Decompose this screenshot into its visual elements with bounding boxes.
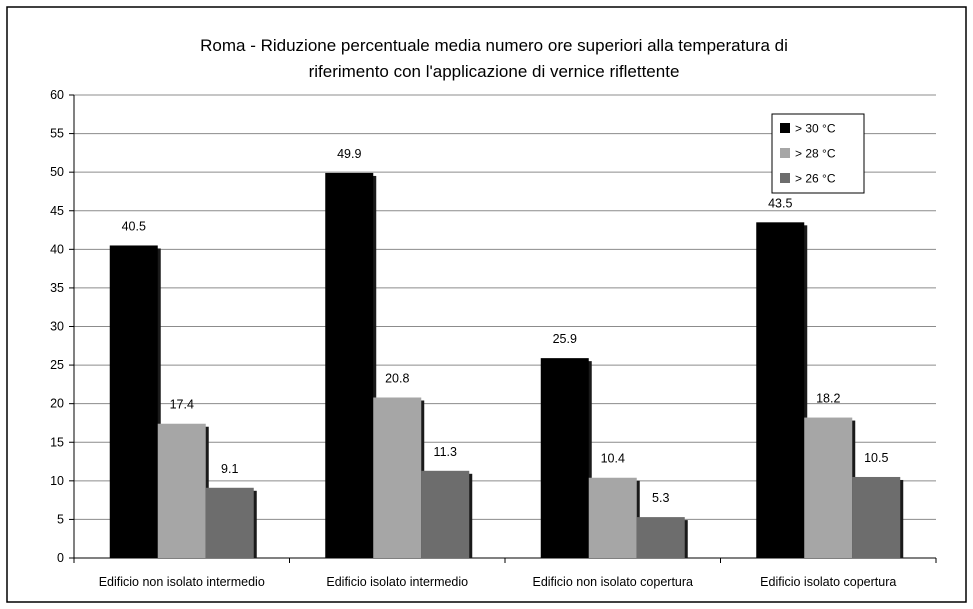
legend-swatch bbox=[780, 123, 790, 133]
y-tick-label: 20 bbox=[50, 397, 64, 411]
bars bbox=[109, 172, 904, 558]
y-tick-label: 25 bbox=[50, 358, 64, 372]
data-labels: 40.5 17.4 9.1 49.9 20.8 11.3 25.9 10.4 5.3 43.5 18… bbox=[122, 147, 889, 505]
chart-title-line-2: riferimento con l'applicazione di vernic… bbox=[309, 62, 680, 81]
data-label: 10.5 bbox=[864, 451, 888, 465]
bar bbox=[421, 470, 470, 558]
data-label: 10.4 bbox=[601, 452, 625, 466]
category-label: Edificio isolato intermedio bbox=[326, 575, 468, 589]
data-label: 49.9 bbox=[337, 147, 361, 161]
y-tick-label: 0 bbox=[57, 551, 64, 565]
y-tick-label: 55 bbox=[50, 127, 64, 141]
bar bbox=[373, 397, 422, 558]
y-tick-label: 10 bbox=[50, 474, 64, 488]
bar bbox=[804, 417, 853, 558]
category-label: Edificio non isolato intermedio bbox=[99, 575, 265, 589]
category-labels: Edificio non isolato intermedio Edificio … bbox=[99, 575, 897, 589]
bar bbox=[325, 172, 374, 558]
data-label: 25.9 bbox=[553, 332, 577, 346]
y-tick-label: 60 bbox=[50, 88, 64, 102]
legend-label: > 30 °C bbox=[795, 122, 836, 136]
y-tick-label: 40 bbox=[50, 242, 64, 256]
legend: > 30 °C > 28 °C > 26 °C bbox=[771, 113, 865, 194]
legend-label: > 26 °C bbox=[795, 172, 836, 186]
bar bbox=[852, 476, 901, 558]
data-label: 40.5 bbox=[122, 219, 146, 233]
bar bbox=[205, 487, 254, 558]
category-label: Edificio isolato copertura bbox=[760, 575, 896, 589]
legend-swatch bbox=[780, 148, 790, 158]
bar bbox=[756, 222, 805, 558]
y-tick-label: 5 bbox=[57, 512, 64, 526]
bar bbox=[540, 358, 589, 558]
legend-swatch bbox=[780, 173, 790, 183]
data-label: 18.2 bbox=[816, 392, 840, 406]
chart-title-line-1: Roma - Riduzione percentuale media numer… bbox=[200, 36, 788, 55]
legend-label: > 28 °C bbox=[795, 147, 836, 161]
bar bbox=[588, 477, 637, 558]
bar bbox=[636, 517, 685, 558]
y-tick-label: 45 bbox=[50, 204, 64, 218]
y-tick-label: 50 bbox=[50, 165, 64, 179]
data-label: 43.5 bbox=[768, 196, 792, 210]
data-label: 20.8 bbox=[385, 371, 409, 385]
y-tick-label: 35 bbox=[50, 281, 64, 295]
category-label: Edificio non isolato copertura bbox=[532, 575, 693, 589]
bar bbox=[109, 245, 158, 558]
data-label: 5.3 bbox=[652, 491, 669, 505]
data-label: 9.1 bbox=[221, 462, 238, 476]
y-tick-label: 30 bbox=[50, 320, 64, 334]
y-tick-label: 15 bbox=[50, 435, 64, 449]
data-label: 17.4 bbox=[170, 398, 194, 412]
bar bbox=[157, 423, 206, 558]
data-label: 11.3 bbox=[434, 445, 457, 459]
